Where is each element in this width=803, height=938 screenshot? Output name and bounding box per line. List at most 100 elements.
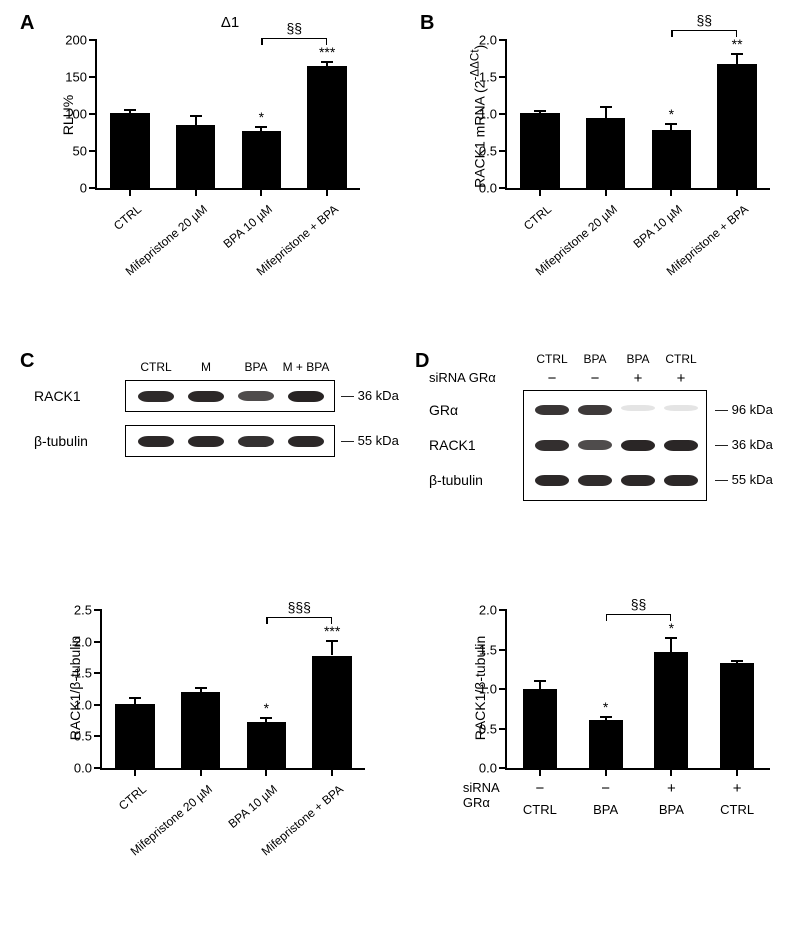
bar bbox=[110, 113, 149, 188]
blot-lane-label: CTRL bbox=[665, 352, 696, 366]
blot-lane-label: BPA bbox=[244, 360, 267, 374]
x-label: CTRL bbox=[523, 802, 557, 817]
blot-row-label: GRα bbox=[429, 402, 458, 418]
bar bbox=[247, 722, 286, 768]
chart-a: 050100150200CTRLMifepristone 20 µMBPA 10… bbox=[95, 40, 360, 190]
blot-c: CTRLMBPAM + BPARACK1— 36 kDaβ-tubulin— 5… bbox=[20, 360, 400, 520]
sirna-sign: + bbox=[733, 780, 742, 797]
band bbox=[621, 405, 655, 411]
band bbox=[664, 405, 698, 411]
kda-label: — 55 kDa bbox=[715, 472, 773, 487]
blot-d: CTRL BPA BPA CTRL siRNA GRα − − + + GRα — 96 kDa RA… bbox=[415, 352, 795, 552]
band bbox=[578, 405, 612, 415]
band bbox=[238, 436, 274, 447]
sig-marker: * bbox=[259, 109, 264, 125]
sirna-row-label: siRNA GRα bbox=[429, 370, 496, 385]
band bbox=[664, 475, 698, 486]
sig-marker: *** bbox=[319, 44, 335, 60]
kda-label: — 96 kDa bbox=[715, 402, 773, 417]
bar bbox=[717, 64, 756, 188]
band bbox=[288, 391, 324, 402]
sig-marker: *** bbox=[324, 623, 340, 639]
sirna-sign: − bbox=[535, 780, 544, 797]
sig-marker: * bbox=[264, 700, 269, 716]
chart-d-ylabel: RACK1/β-tubulin bbox=[472, 623, 488, 753]
band bbox=[188, 436, 224, 447]
band bbox=[138, 436, 174, 447]
chart-c: 0.00.51.01.52.02.5CTRLMifepristone 20 µM… bbox=[100, 610, 365, 770]
ytick-label: 2.0 bbox=[479, 603, 507, 618]
bracket-label: §§ bbox=[696, 12, 712, 28]
band bbox=[188, 391, 224, 402]
band bbox=[535, 475, 569, 486]
bar bbox=[720, 663, 754, 768]
blot-lane-label: M + BPA bbox=[283, 360, 330, 374]
kda-label: — 36 kDa bbox=[715, 437, 773, 452]
sig-marker: ** bbox=[732, 36, 743, 52]
chart-a-title: Δ1 bbox=[180, 14, 280, 31]
chart-c-ylabel: RACK1/β-tubulin bbox=[67, 623, 83, 753]
band bbox=[578, 440, 612, 450]
kda-label: — 36 kDa bbox=[341, 388, 399, 403]
bar bbox=[523, 689, 557, 768]
band bbox=[621, 475, 655, 486]
band bbox=[621, 440, 655, 451]
blot-row-label: RACK1 bbox=[429, 437, 476, 453]
chart-b: 0.00.51.01.52.0CTRLMifepristone 20 µMBPA… bbox=[505, 40, 770, 190]
chart-d: 0.00.51.01.52.0**§§siRNA GRα−−++CTRLBPAB… bbox=[505, 610, 770, 770]
sirna-sign: + bbox=[667, 780, 676, 797]
blot-lane-label: BPA bbox=[626, 352, 649, 366]
bar bbox=[654, 652, 688, 768]
bar bbox=[652, 130, 691, 188]
sirna-sign: − bbox=[601, 780, 610, 797]
bar bbox=[307, 66, 346, 188]
bar bbox=[242, 131, 281, 188]
bar bbox=[589, 720, 623, 768]
chart-b-ylabel: RACK1 mRNA (2-ΔΔCt) bbox=[469, 36, 488, 196]
blot-row-label: β-tubulin bbox=[429, 472, 483, 488]
bracket-label: §§§ bbox=[288, 599, 311, 615]
sig-bracket bbox=[266, 617, 332, 618]
chart-a-ylabel: RLU% bbox=[60, 75, 76, 155]
bar bbox=[176, 125, 215, 188]
bar bbox=[312, 656, 351, 768]
bracket-label: §§ bbox=[631, 596, 647, 612]
sig-bracket bbox=[606, 614, 672, 615]
x-label: BPA bbox=[593, 802, 618, 817]
sirna-row-label: siRNA GRα bbox=[463, 780, 507, 810]
ytick-label: 50 bbox=[73, 144, 97, 159]
bar bbox=[586, 118, 625, 188]
blot-row-label: β-tubulin bbox=[34, 433, 88, 449]
sirna-sign: + bbox=[677, 370, 686, 387]
ytick-label: 200 bbox=[65, 33, 97, 48]
x-label: BPA bbox=[659, 802, 684, 817]
bar bbox=[181, 692, 220, 768]
band bbox=[578, 475, 612, 486]
blot-lane-label: BPA bbox=[583, 352, 606, 366]
band bbox=[535, 440, 569, 451]
blot-lane-label: CTRL bbox=[536, 352, 567, 366]
x-label: CTRL bbox=[720, 802, 754, 817]
sig-bracket bbox=[671, 30, 737, 31]
ytick-label: 2.5 bbox=[74, 603, 102, 618]
sig-marker: * bbox=[669, 620, 674, 636]
ytick-label: 0.0 bbox=[479, 761, 507, 776]
blot-lane-label: M bbox=[201, 360, 211, 374]
sirna-sign: − bbox=[548, 370, 557, 387]
sig-marker: * bbox=[603, 699, 608, 715]
band bbox=[138, 391, 174, 402]
sig-bracket bbox=[261, 38, 327, 39]
panel-label-b: B bbox=[420, 12, 434, 35]
band bbox=[238, 391, 274, 401]
ytick-label: 0.0 bbox=[74, 761, 102, 776]
band bbox=[288, 436, 324, 447]
bar bbox=[115, 704, 154, 768]
band bbox=[664, 440, 698, 451]
blot-row-label: RACK1 bbox=[34, 388, 81, 404]
sirna-sign: − bbox=[591, 370, 600, 387]
bar bbox=[520, 113, 559, 188]
sirna-sign: + bbox=[634, 370, 643, 387]
sig-marker: * bbox=[669, 106, 674, 122]
bracket-label: §§ bbox=[286, 20, 302, 36]
band bbox=[535, 405, 569, 415]
